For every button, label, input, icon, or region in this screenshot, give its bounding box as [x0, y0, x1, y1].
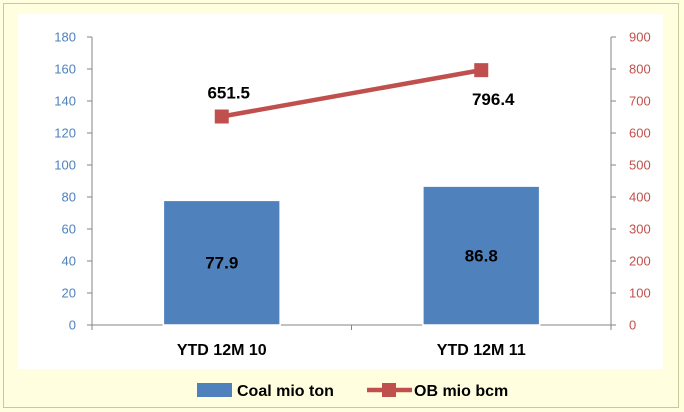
- y-left-tick-label: 180: [54, 30, 76, 45]
- bar-1: [162, 199, 281, 326]
- y-right-tick-label: 900: [629, 30, 651, 45]
- ob-line: [221, 67, 482, 119]
- y-right-tick-label: 200: [629, 254, 651, 269]
- y-right-tick-label: 100: [629, 286, 651, 301]
- y-right-tick-label: 800: [629, 62, 651, 77]
- legend-line-marker: [382, 383, 396, 397]
- legend-bar-label: Coal mio ton: [237, 383, 334, 400]
- bar-data-label: 86.8: [465, 247, 498, 266]
- legend: Coal mio ton OB mio bcm: [197, 383, 508, 400]
- bar-data-label: 77.9: [205, 254, 238, 273]
- y-left-tick-label: 40: [62, 254, 76, 269]
- line-data-label: 796.4: [472, 90, 515, 109]
- y-left-tick-label: 100: [54, 158, 76, 173]
- y-right-tick-label: 0: [629, 318, 636, 333]
- x-tick-label: YTD 12M 10: [177, 342, 267, 359]
- y-right-tick-label: 400: [629, 190, 651, 205]
- legend-line-label: OB mio bcm: [414, 383, 508, 400]
- line-data-label: 651.5: [207, 84, 250, 103]
- chart-area: [18, 14, 663, 369]
- y-left-tick-label: 140: [54, 94, 76, 109]
- bar-2: [422, 185, 541, 326]
- axes: 0 20 40 60 80 100 120 140 160 180 0 100 200 300 400 500…: [54, 30, 650, 360]
- data-labels: 77.9 86.8 651.5 796.4: [205, 84, 515, 273]
- line-marker-2: [474, 63, 489, 78]
- y-left-tick-label: 160: [54, 62, 76, 77]
- line-marker-1: [214, 109, 229, 124]
- y-right-tick-label: 600: [629, 126, 651, 141]
- line-series: [214, 63, 489, 124]
- y-left-tick-label: 80: [62, 190, 76, 205]
- x-tick-label: YTD 12M 11: [437, 342, 526, 359]
- y-left-tick-label: 120: [54, 126, 76, 141]
- y-right-tick-label: 300: [629, 222, 651, 237]
- bars: [162, 185, 541, 326]
- y-right-tick-label: 700: [629, 94, 651, 109]
- y-left-tick-label: 20: [62, 286, 76, 301]
- y-left-tick-label: 0: [69, 318, 76, 333]
- y-right-tick-label: 500: [629, 158, 651, 173]
- y-left-tick-label: 60: [62, 222, 76, 237]
- legend-bar-swatch: [197, 383, 232, 397]
